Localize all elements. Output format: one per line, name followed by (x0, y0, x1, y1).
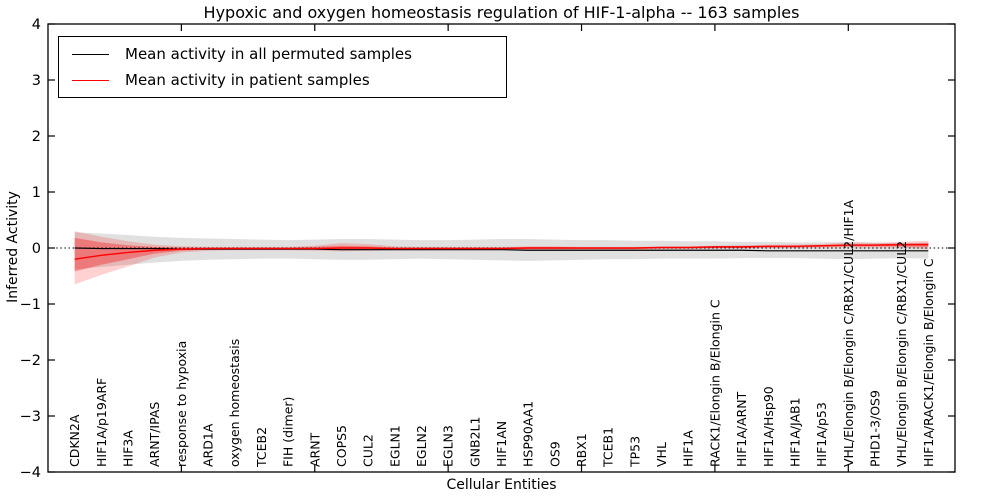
x-category-label: ARD1A (201, 423, 216, 467)
permuted-line-swatch (72, 53, 109, 55)
x-category-label: HIF1A/Hsp90 (761, 386, 776, 467)
x-category-label: HIF1A (681, 430, 696, 467)
x-category-label: HIF1A/ARNT (734, 391, 749, 467)
x-category-label: VHL/Elongin B/Elongin C/RBX1/CUL2/HIF1A (841, 199, 856, 467)
x-category-label: CUL2 (361, 434, 376, 467)
x-category-label: RACK1/Elongin B/Elongin C (707, 299, 722, 467)
x-category-label: OS9 (547, 441, 562, 467)
x-category-label: FIH (dimer) (281, 397, 296, 467)
legend-label-permuted: Mean activity in all permuted samples (125, 45, 412, 63)
x-category-label: PHD1-3/OS9 (867, 390, 882, 467)
patient-mean-line (74, 243, 929, 260)
y-axis-label: Inferred Activity (5, 191, 21, 303)
y-tick-label: −1 (20, 297, 41, 313)
legend-entry-permuted: Mean activity in all permuted samples (59, 45, 506, 63)
y-tick-label: −2 (20, 353, 41, 369)
x-category-label: TCEB2 (254, 427, 269, 468)
legend: Mean activity in all permuted samples Me… (58, 36, 507, 98)
x-category-label: response to hypoxia (174, 341, 189, 467)
x-category-label: TP53 (627, 436, 642, 468)
chart-title: Hypoxic and oxygen homeostasis regulatio… (203, 3, 800, 22)
x-category-label: EGLN1 (387, 425, 402, 467)
x-category-label: HIF1A/p53 (814, 402, 829, 467)
x-category-label: VHL (654, 442, 669, 467)
x-category-label: oxygen homeostasis (227, 339, 242, 467)
x-category-label: EGLN2 (414, 425, 429, 467)
y-tick-label: 2 (32, 129, 41, 145)
x-category-label: VHL/Elongin B/Elongin C/RBX1/CUL2 (894, 241, 909, 467)
x-category-label: TCEB1 (601, 427, 616, 468)
y-tick-label: 3 (32, 73, 41, 89)
x-category-label: ARNT (307, 432, 322, 467)
x-category-label: COPS5 (334, 425, 349, 467)
x-category-label: HIF1A/RACK1/Elongin B/Elongin C (921, 258, 936, 467)
y-tick-label: 0 (32, 241, 41, 257)
legend-label-patient: Mean activity in patient samples (125, 71, 370, 89)
x-category-label: HSP90AA1 (521, 401, 536, 467)
x-category-label: GNB2L1 (467, 417, 482, 467)
y-tick-label: 1 (32, 185, 41, 201)
y-tick-label: −3 (20, 409, 41, 425)
permuted-range-band (74, 232, 929, 270)
x-category-label: HIF1A/JAB1 (787, 397, 802, 467)
x-category-label: CDKN2A (67, 414, 82, 467)
x-category-label: HIF1AN (494, 421, 509, 467)
y-tick-label: 4 (32, 17, 41, 33)
y-tick-label: −4 (20, 465, 41, 481)
x-category-label: ARNT/IPAS (147, 402, 162, 467)
legend-entry-patient: Mean activity in patient samples (59, 71, 506, 89)
x-category-label: HIF1A/p19ARF (94, 378, 109, 467)
x-category-label: EGLN3 (441, 425, 456, 467)
x-category-label: RBX1 (574, 433, 589, 467)
x-category-label: HIF3A (121, 430, 136, 467)
patient-line-swatch (72, 79, 109, 81)
x-axis-label: Cellular Entities (446, 477, 557, 493)
